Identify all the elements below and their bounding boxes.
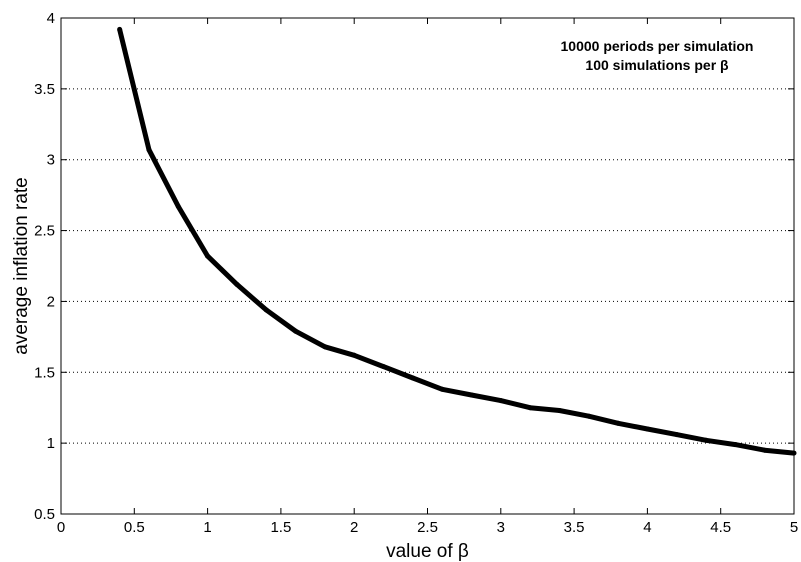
- x-tick-label: 3.5: [564, 519, 585, 536]
- x-tick-label: 3: [497, 519, 505, 536]
- data-point: [556, 408, 562, 414]
- data-point: [674, 432, 680, 438]
- y-tick-label: 2: [47, 293, 55, 310]
- annotation-simulations: 100 simulations per β: [585, 57, 729, 73]
- data-point: [117, 26, 123, 32]
- y-tick-labels: 0.5 1 1.5 2 2.5 3 3.5 4: [34, 10, 55, 523]
- y-tick-label: 1.5: [34, 364, 55, 381]
- x-tick-label: 4: [643, 519, 651, 536]
- y-tick-label: 2.5: [34, 223, 55, 240]
- y-axis-label: average inflation rate: [11, 177, 32, 354]
- y-tick-label: 1: [47, 435, 55, 452]
- data-point: [410, 375, 416, 381]
- data-point: [644, 426, 650, 432]
- series-line: [117, 28, 795, 456]
- data-point: [498, 398, 504, 404]
- data-point: [586, 413, 592, 419]
- x-tick-label: 4.5: [710, 519, 731, 536]
- x-tick-label: 2: [350, 519, 358, 536]
- data-point: [468, 392, 474, 398]
- data-point: [175, 203, 181, 209]
- data-point: [381, 364, 387, 370]
- data-point: [732, 442, 738, 448]
- x-tick-label: 5: [790, 519, 798, 536]
- data-point: [615, 420, 621, 426]
- x-tick-label: 1.5: [270, 519, 291, 536]
- data-point: [263, 307, 269, 313]
- data-point: [234, 281, 240, 287]
- series-points: [117, 26, 797, 456]
- data-point: [351, 352, 357, 358]
- data-point: [762, 447, 768, 453]
- grid-lines: [61, 88, 794, 444]
- x-tick-label: 0: [57, 519, 65, 536]
- x-axis-label: value of β: [386, 541, 469, 562]
- data-point: [703, 437, 709, 443]
- y-tick-label: 3: [47, 152, 55, 169]
- y-tick-label: 4: [47, 10, 55, 27]
- y-tick-label: 0.5: [34, 506, 55, 523]
- x-tick-label: 0.5: [124, 519, 145, 536]
- x-tick-labels: 0 0.5 1 1.5 2 2.5 3 3.5 4 4.5 5: [57, 519, 798, 536]
- data-point: [322, 344, 328, 350]
- x-tick-label: 2.5: [417, 519, 438, 536]
- data-point: [791, 450, 797, 456]
- data-point: [205, 253, 211, 259]
- annotation-periods: 10000 periods per simulation: [561, 38, 754, 54]
- axis-ticks: [60, 17, 795, 515]
- data-point: [439, 386, 445, 392]
- y-tick-label: 3.5: [34, 81, 55, 98]
- plot-area-frame: [60, 17, 795, 515]
- data-point: [527, 405, 533, 411]
- data-point: [293, 328, 299, 334]
- x-tick-label: 1: [203, 519, 211, 536]
- data-point: [146, 147, 152, 153]
